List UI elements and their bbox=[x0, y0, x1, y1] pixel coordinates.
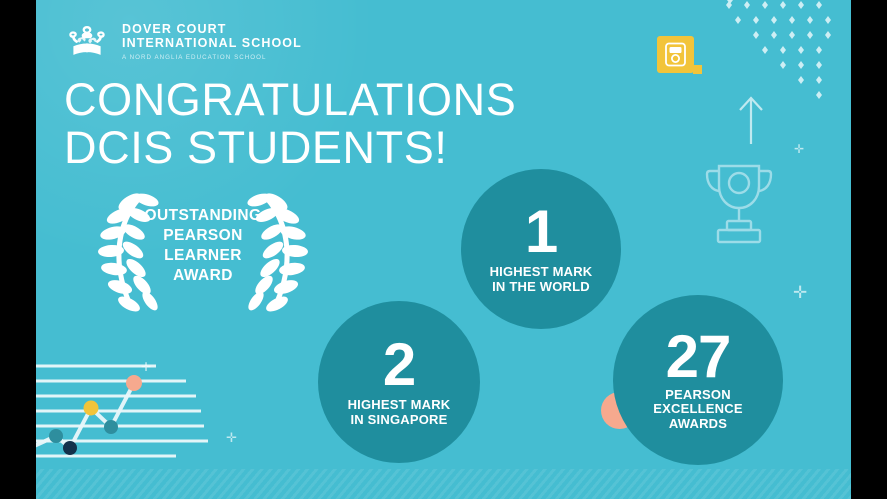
stat-caption-line-3: AWARDS bbox=[668, 415, 728, 431]
stat-number: 2 bbox=[382, 330, 416, 398]
arrow-up-icon bbox=[739, 96, 763, 144]
school-logo[interactable]: DOVER COURT INTERNATIONAL SCHOOL A NORD … bbox=[62, 18, 302, 66]
logo-subline: A NORD ANGLIA EDUCATION SCHOOL bbox=[122, 54, 267, 61]
diagonal-stripe-band bbox=[36, 469, 851, 499]
trophy-outline-icon bbox=[705, 164, 773, 244]
stat-caption-line-2: EXCELLENCE bbox=[653, 401, 743, 417]
stat-caption-line-2: IN SINGAPORE bbox=[350, 411, 448, 427]
page-title: CONGRATULATIONS DCIS STUDENTS! bbox=[64, 76, 516, 172]
stat-caption-line-1: PEARSON bbox=[665, 386, 731, 402]
outstanding-learner-award: OUTSTANDING PEARSON LEARNER AWARD bbox=[78, 188, 328, 328]
stat-caption: HIGHEST MARK IN SINGAPORE bbox=[347, 397, 451, 427]
stat-highest-mark-world: 1 HIGHEST MARK IN THE WORLD bbox=[461, 169, 621, 329]
award-certificate-icon bbox=[657, 36, 694, 73]
stat-number: 1 bbox=[524, 197, 558, 265]
award-line-1: OUTSTANDING bbox=[144, 207, 262, 224]
stat-caption-line-1: HIGHEST MARK bbox=[347, 397, 451, 413]
stat-number: 27 bbox=[665, 322, 732, 390]
letterbox-bar-right bbox=[851, 0, 887, 499]
headline-line-1: CONGRATULATIONS bbox=[64, 74, 517, 125]
award-caption: OUTSTANDING PEARSON LEARNER AWARD bbox=[78, 206, 328, 286]
stat-highest-mark-singapore: 2 HIGHEST MARK IN SINGAPORE bbox=[318, 301, 480, 463]
plus-dot-grid-pattern bbox=[726, 0, 831, 99]
yellow-square-chip bbox=[693, 65, 702, 74]
poster-canvas: DOVER COURT INTERNATIONAL SCHOOL A NORD … bbox=[36, 0, 851, 499]
logo-wordmark: DOVER COURT INTERNATIONAL SCHOOL A NORD … bbox=[122, 20, 302, 64]
award-line-2: PEARSON bbox=[163, 227, 243, 244]
award-line-4: AWARD bbox=[173, 267, 233, 284]
headline-line-2: DCIS STUDENTS! bbox=[64, 122, 448, 173]
award-line-3: LEARNER bbox=[164, 247, 242, 264]
plus-mark-icon: ✛ bbox=[793, 283, 808, 302]
line-chart-graphic bbox=[36, 364, 208, 458]
crown-book-crest-icon bbox=[69, 26, 105, 55]
stat-pearson-excellence-awards: 27 PEARSON EXCELLENCE AWARDS bbox=[613, 295, 783, 465]
laurel-wreath-icon bbox=[98, 193, 308, 312]
logo-line-2: INTERNATIONAL SCHOOL bbox=[122, 36, 302, 50]
stat-caption-line-2: IN THE WORLD bbox=[492, 278, 590, 294]
letterbox-bar-left bbox=[0, 0, 36, 499]
stat-caption-line-1: HIGHEST MARK bbox=[489, 264, 593, 280]
stat-caption: PEARSON EXCELLENCE AWARDS bbox=[653, 386, 743, 432]
plus-mark-icon: ✛ bbox=[794, 142, 805, 156]
plus-mark-icon: ✛ bbox=[226, 430, 237, 445]
stat-caption: HIGHEST MARK IN THE WORLD bbox=[489, 264, 593, 294]
logo-line-1: DOVER COURT bbox=[122, 22, 227, 36]
